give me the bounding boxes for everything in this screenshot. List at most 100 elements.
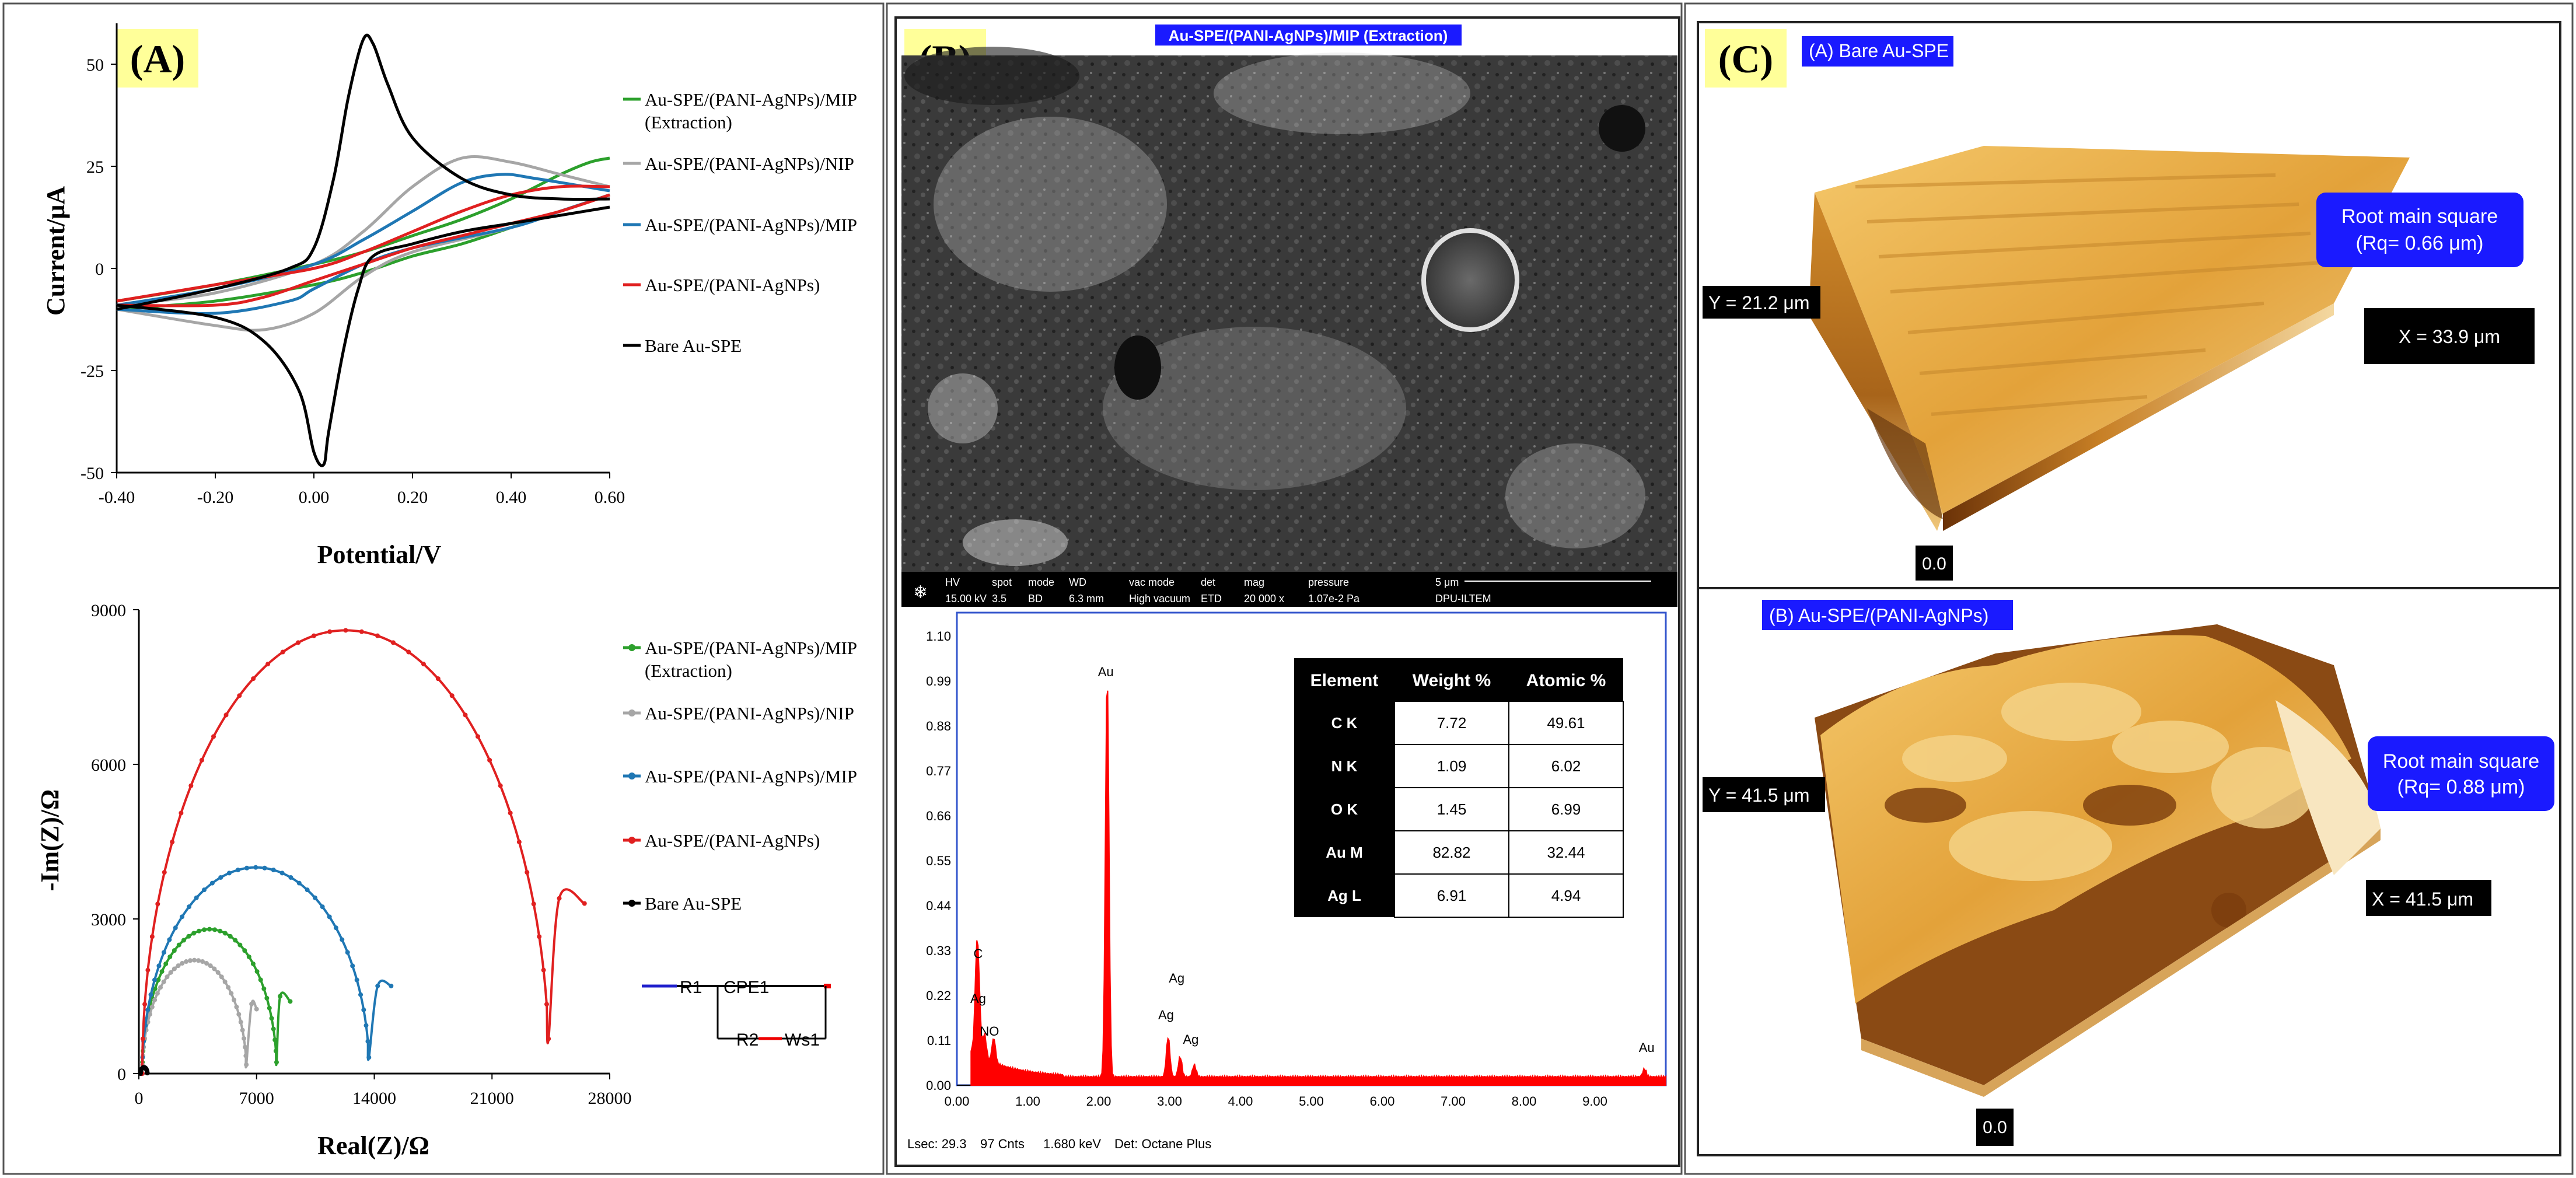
svg-text:(Rq= 0.88 μm): (Rq= 0.88 μm) <box>2397 776 2525 798</box>
eds-y-tick-label: 0.33 <box>926 943 951 958</box>
eis-y-tick-label: 3000 <box>91 910 126 929</box>
eds-table-cell: 1.45 <box>1437 801 1467 818</box>
eds-x-tick-label: 6.00 <box>1370 1094 1395 1109</box>
eis-point <box>192 957 197 963</box>
eis-point <box>350 963 355 969</box>
circuit-cpe1: CPE1 <box>723 978 769 997</box>
eis-point <box>242 948 247 953</box>
eds-x-tick-label: 3.00 <box>1157 1094 1182 1109</box>
circuit-r1: R1 <box>680 978 702 997</box>
eis-point <box>254 969 260 974</box>
eis-point <box>449 693 455 698</box>
eds-y-tick-label: 0.11 <box>927 1033 951 1048</box>
eis-legend-marker <box>628 709 635 716</box>
afm-b-frame <box>1697 587 2561 1156</box>
eis-point <box>199 757 204 763</box>
cv-chart: -0.40 -0.20 0.00 0.20 0.40 0.60 50 25 0 -25 -50 Cu… <box>41 23 857 569</box>
cv-y-tick-label: 25 <box>86 158 104 177</box>
eis-point <box>201 887 207 893</box>
eds-peak-label: NO <box>980 1024 999 1039</box>
eis-legend-label-cont: (Extraction) <box>645 660 732 681</box>
eis-point <box>172 966 177 971</box>
eds-table-element-cell <box>1294 874 1394 917</box>
eis-point <box>152 986 158 991</box>
eds-footer-text: Det: Octane Plus <box>1114 1137 1211 1151</box>
eds-footer-text: Lsec: 29.3 <box>907 1137 967 1151</box>
eis-point <box>359 629 364 634</box>
eis-point <box>557 896 562 901</box>
eds-table-header: Weight % <box>1413 671 1491 690</box>
afm-b-y-label: Y = 41.5 μm <box>1703 777 1825 812</box>
sem-info-value: 20 000 x <box>1244 593 1284 604</box>
eds-y-tick-label: 0.88 <box>926 719 951 733</box>
eis-point <box>145 1071 150 1076</box>
eds-table-element-cell <box>1294 744 1394 788</box>
eis-point <box>249 1001 254 1006</box>
eis-point <box>271 1026 276 1032</box>
eds-x-tick-label: 5.00 <box>1299 1094 1324 1109</box>
eds-table-cell: 49.61 <box>1547 714 1585 732</box>
panel-c-frame <box>1684 2 2574 1175</box>
svg-text:Root main square: Root main square <box>2341 205 2498 228</box>
eis-point <box>365 1039 371 1044</box>
eis-point <box>155 901 160 907</box>
afm-a-x-label: X = 33.9 μm <box>2364 308 2535 364</box>
eis-point <box>212 927 218 932</box>
eis-point <box>162 870 167 875</box>
eis-point <box>145 967 151 973</box>
eis-point <box>168 970 173 975</box>
eis-point <box>179 810 184 816</box>
afm-b-zero-label: 0.0 <box>1976 1109 2014 1146</box>
eds-table: Element Weight % Atomic % C K 7.72 49.61 N K 1.… <box>1294 658 1624 918</box>
cv-legend-label: Au-SPE/(PANI-AgNPs)/NIP <box>645 153 854 174</box>
eis-point <box>273 1048 278 1054</box>
eds-peak-label: Ag <box>1183 1032 1198 1047</box>
cv-line-bare-au-spe-anodic <box>116 33 610 311</box>
eis-point <box>264 995 270 1001</box>
cv-legend: Au-SPE/(PANI-AgNPs)/MIP(Extraction)Au-SP… <box>623 89 857 356</box>
eis-point <box>340 937 345 942</box>
afm-a-title: (A) Bare Au-SPE <box>1802 36 1953 67</box>
sem-info-value: 3.5 <box>992 593 1006 604</box>
svg-text:(C): (C) <box>1718 37 1773 81</box>
eis-point <box>145 1007 151 1012</box>
eis-point <box>244 865 250 871</box>
eis-point <box>327 914 332 920</box>
cv-line-au-spe-pani-agnps-nip-cathodic <box>116 193 610 332</box>
sem-info-value: DPU-ILTEM <box>1435 593 1491 604</box>
eds-x-tick-label: 9.00 <box>1582 1094 1607 1109</box>
eis-y-tick-label: 0 <box>117 1065 126 1084</box>
cv-line-au-spe-pani-agnps-anodic <box>116 184 610 303</box>
eis-point <box>200 959 205 964</box>
cv-ylabel: Current/μA <box>41 186 70 316</box>
svg-text:(A): (A) <box>130 37 185 81</box>
eis-point <box>172 948 177 953</box>
eis-point <box>242 1036 247 1041</box>
cv-line-au-spe-pani-agnps-cathodic <box>116 193 610 307</box>
eis-point <box>361 1007 366 1012</box>
equivalent-circuit: R1 CPE1 R2 Ws1 <box>642 978 831 1050</box>
eis-point <box>173 925 178 931</box>
eis-point <box>208 963 213 969</box>
eis-point <box>158 985 163 990</box>
eds-table-cell: O K <box>1331 801 1358 818</box>
eis-y-tick-label: 9000 <box>91 601 126 620</box>
eds-y-tick-label: 0.44 <box>926 899 951 913</box>
svg-text:0.0: 0.0 <box>1922 554 1946 574</box>
cv-lines <box>116 33 610 467</box>
eis-point <box>516 840 522 845</box>
eis-point <box>354 977 359 983</box>
eis-point <box>148 992 153 997</box>
eis-point <box>219 974 224 980</box>
cv-y-tick-label: -25 <box>81 362 104 381</box>
eis-point <box>188 958 193 963</box>
eds-peak-label: C <box>974 946 983 961</box>
eis-point <box>236 1012 242 1017</box>
eis-point <box>147 1012 152 1017</box>
eis-y-tick-label: 6000 <box>91 756 126 775</box>
eis-point <box>261 986 267 991</box>
eis-point <box>218 928 223 934</box>
eis-point <box>237 942 243 948</box>
eis-legend-marker <box>628 837 635 844</box>
eis-x-tick-label: 0 <box>135 1089 144 1108</box>
